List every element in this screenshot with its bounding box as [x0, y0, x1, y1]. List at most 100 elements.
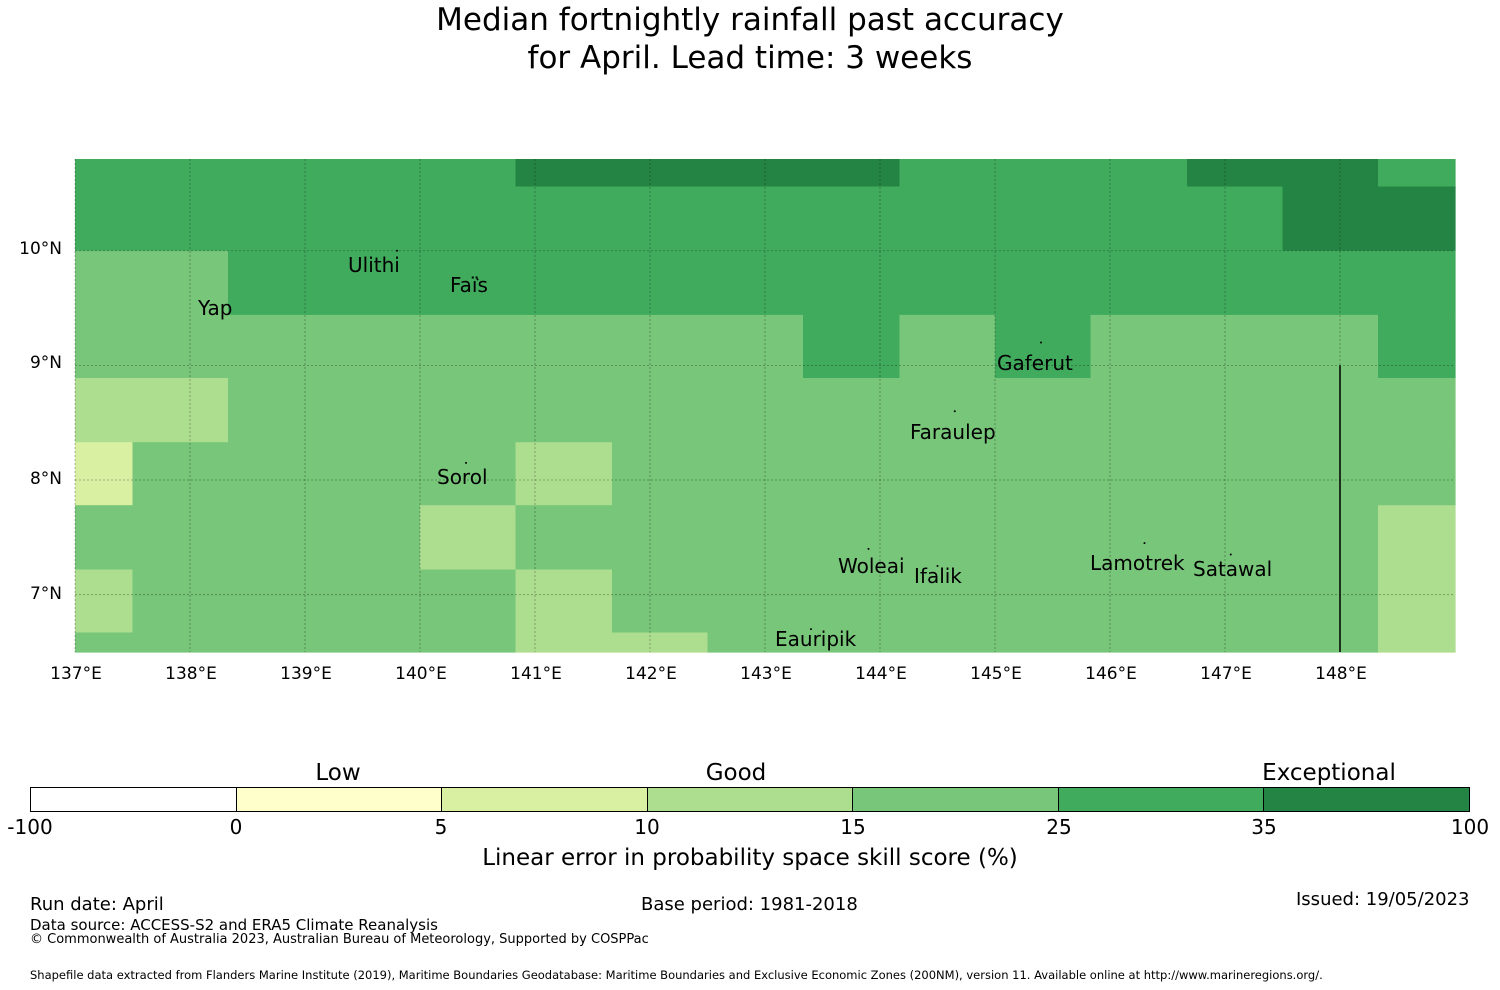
skill-cell — [75, 159, 517, 252]
colorbar-segment — [1264, 788, 1470, 811]
colorbar-category-low: Low — [315, 760, 361, 786]
chart-title-line2: for April. Lead time: 3 weeks — [527, 40, 973, 76]
skill-cell — [1378, 632, 1456, 653]
skill-cell — [1378, 505, 1456, 570]
skill-cell — [515, 569, 613, 634]
lon-tick-label: 146°E — [1085, 664, 1137, 684]
skill-cell — [1378, 186, 1456, 252]
island-marker — [465, 461, 467, 464]
skill-cell — [515, 186, 901, 252]
skill-map — [74, 159, 1456, 653]
lon-tick-label: 142°E — [625, 664, 677, 684]
place-label-sorol: Sorol — [437, 465, 488, 489]
colorbar-tick-label: 25 — [1046, 815, 1072, 839]
data-source: Data source: ACCESS-S2 and ERA5 Climate … — [30, 916, 438, 934]
lat-tick-label: 7°N — [29, 584, 62, 604]
lat-tick-label: 9°N — [29, 353, 62, 373]
lon-tick-label: 145°E — [970, 664, 1022, 684]
colorbar-segment — [647, 788, 854, 811]
lon-tick-label: 137°E — [50, 664, 102, 684]
place-label-woleai: Woleai — [838, 554, 905, 578]
colorbar-segment — [236, 788, 443, 811]
place-label-satawal: Satawal — [1193, 557, 1273, 581]
skill-cell — [515, 442, 613, 506]
colorbar-tick-label: 15 — [840, 815, 866, 839]
skill-cell — [995, 314, 1092, 379]
place-label-yap: Yap — [198, 296, 233, 320]
base-period: Base period: 1981-2018 — [641, 894, 858, 915]
skill-cell — [228, 378, 1456, 443]
shapefile-credit: Shapefile data extracted from Flanders M… — [30, 968, 1323, 982]
skill-cell — [75, 569, 134, 634]
lat-tick-label: 8°N — [29, 469, 62, 489]
skill-cell — [707, 632, 1379, 653]
island-marker — [867, 547, 870, 550]
colorbar-tick-label: 100 — [1450, 815, 1490, 839]
skill-cell — [1378, 569, 1456, 634]
place-label-ifalik: Ifalik — [914, 564, 962, 588]
skill-cell — [228, 250, 1456, 316]
colorbar-tick-label: -100 — [7, 815, 53, 839]
lon-tick-label: 141°E — [510, 664, 562, 684]
skill-cell — [899, 314, 996, 379]
lon-tick-label: 148°E — [1315, 664, 1367, 684]
skill-cell — [1187, 159, 1379, 188]
island-marker — [1229, 553, 1232, 556]
place-label-fais: Faïs — [450, 273, 488, 297]
place-label-lamotrek: Lamotrek — [1090, 551, 1185, 575]
skill-cell — [132, 569, 517, 634]
skill-cell — [75, 632, 517, 653]
colorbar-axis-label: Linear error in probability space skill … — [482, 845, 1018, 871]
colorbar-segment — [31, 788, 237, 811]
island-marker — [953, 410, 956, 413]
colorbar-tick-label: 35 — [1251, 815, 1277, 839]
skill-cell — [75, 378, 229, 443]
colorbar-tick-label: 10 — [634, 815, 660, 839]
lon-tick-label: 144°E — [855, 664, 907, 684]
colorbar-tick-label: 0 — [229, 815, 243, 839]
skill-cell — [612, 442, 1456, 506]
skill-cell — [75, 250, 229, 316]
island-marker — [1040, 341, 1042, 344]
copyright-notice: © Commonwealth of Australia 2023, Austra… — [30, 932, 649, 947]
skill-cell — [803, 314, 901, 379]
chart-title-line1: Median fortnightly rainfall past accurac… — [436, 2, 1064, 38]
colorbar-category-exceptional: Exceptional — [1262, 760, 1396, 786]
skill-cell — [612, 569, 1379, 634]
place-label-ulithi: Ulithi — [348, 253, 400, 277]
lat-tick-label: 10°N — [19, 239, 62, 259]
skill-cell — [515, 159, 901, 188]
place-label-faraulep: Faraulep — [910, 420, 996, 444]
lon-tick-label: 147°E — [1200, 664, 1252, 684]
skill-cell — [515, 632, 709, 653]
colorbar-segment — [442, 788, 648, 811]
lon-tick-label: 140°E — [395, 664, 447, 684]
island-marker — [206, 301, 209, 304]
skill-cell — [1378, 314, 1456, 379]
island-marker — [1143, 542, 1146, 545]
lon-tick-label: 139°E — [280, 664, 332, 684]
skill-cell — [515, 505, 1379, 570]
skill-cell — [899, 159, 1188, 252]
skill-cell — [1378, 159, 1456, 188]
colorbar-tick-label: 5 — [434, 815, 448, 839]
island-marker — [476, 278, 479, 281]
place-label-eauripik: Eauripik — [775, 627, 857, 651]
skill-cell — [1187, 186, 1284, 252]
island-marker — [396, 249, 398, 252]
issued-date: Issued: 19/05/2023 — [1296, 889, 1470, 910]
run-date: Run date: April — [30, 894, 164, 915]
lon-tick-label: 143°E — [740, 664, 792, 684]
skill-cell — [1282, 186, 1379, 252]
colorbar-segment — [853, 788, 1059, 811]
skill-cell — [132, 442, 517, 506]
skill-cell — [1090, 314, 1379, 379]
island-marker — [810, 628, 812, 631]
skill-cell — [420, 505, 517, 570]
island-marker — [936, 565, 939, 568]
colorbar-segment — [1058, 788, 1265, 811]
skill-cell — [75, 314, 804, 379]
colorbar-category-good: Good — [705, 760, 767, 786]
colorbar — [30, 787, 1470, 812]
skill-cell — [75, 505, 421, 570]
